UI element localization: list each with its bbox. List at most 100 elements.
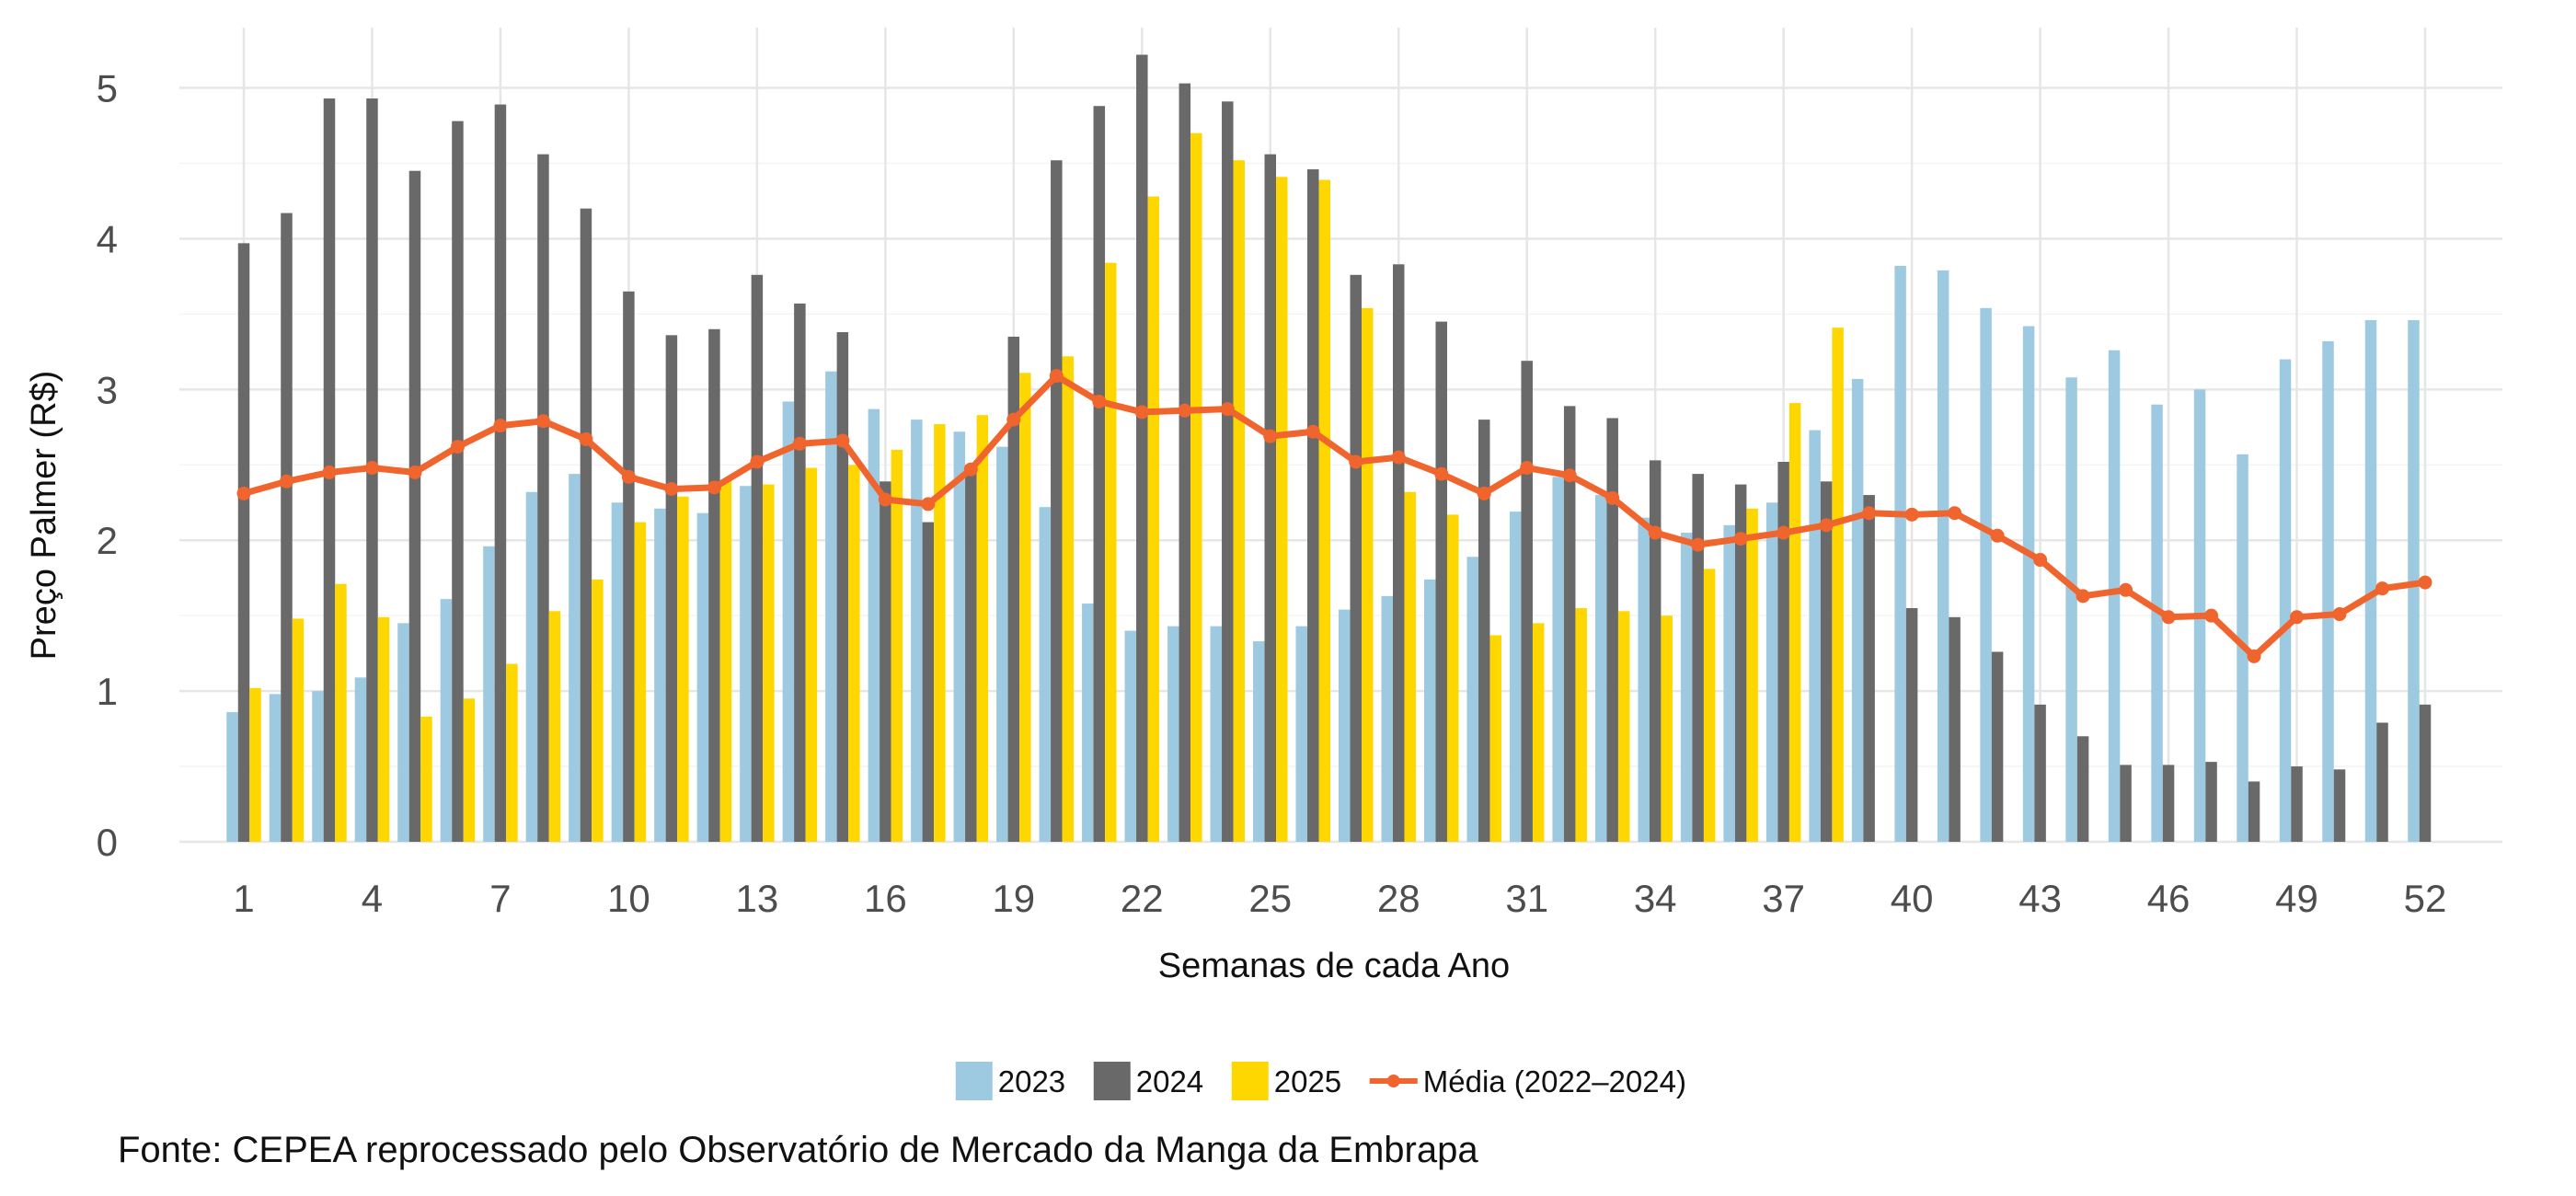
- bar-2024: [1051, 160, 1063, 842]
- x-tick-label: 1: [233, 877, 254, 920]
- bar-2025: [1446, 514, 1459, 842]
- bar-2024: [537, 154, 549, 842]
- bar-2023: [312, 691, 324, 842]
- bar-2025: [1575, 607, 1587, 842]
- bar-2024: [237, 243, 250, 843]
- bar-2023: [1509, 512, 1522, 842]
- bar-2023: [483, 546, 495, 842]
- y-tick-label: 0: [97, 821, 118, 864]
- average-point: [2332, 607, 2347, 622]
- bar-2025: [1190, 132, 1202, 842]
- bar-2024: [452, 121, 464, 843]
- legend-item-Média (2022–2024): Média (2022–2024): [1369, 1064, 1686, 1098]
- bar-2023: [825, 371, 837, 842]
- y-axis-title: Preço Palmer (R$): [25, 371, 63, 661]
- x-tick-label: 52: [2404, 877, 2447, 920]
- bar-2024: [580, 208, 592, 842]
- bar-2023: [1851, 378, 1864, 842]
- bar-2025: [420, 716, 432, 842]
- bar-2023: [226, 712, 238, 842]
- y-axis-ticks: 0 1 2 3 4 5: [97, 67, 118, 864]
- bar-2023: [953, 431, 966, 842]
- bar-2023: [740, 486, 752, 842]
- legend-label: Média (2022–2024): [1423, 1064, 1686, 1098]
- average-point: [1263, 429, 1278, 443]
- average-point: [2204, 608, 2219, 623]
- bars: [226, 54, 2432, 843]
- bar-2024: [1478, 420, 1490, 842]
- bar-2023: [269, 694, 282, 842]
- bar-2025: [548, 611, 561, 842]
- bar-2024: [1820, 481, 1833, 842]
- bar-2025: [1661, 615, 1673, 842]
- bar-2024: [1222, 101, 1234, 843]
- bar-2023: [1937, 270, 1949, 843]
- bar-2023: [2322, 340, 2334, 842]
- bar-2023: [1381, 595, 1393, 842]
- bar-2025: [335, 583, 347, 842]
- bar-2024: [922, 522, 935, 842]
- bar-2024: [1863, 495, 1875, 842]
- bar-2024: [1179, 83, 1191, 842]
- bar-2025: [292, 618, 305, 842]
- x-tick-label: 46: [2147, 877, 2191, 920]
- x-tick-label: 10: [607, 877, 650, 920]
- bar-2025: [1746, 508, 1758, 842]
- bar-2023: [868, 408, 880, 842]
- bar-2024: [1734, 484, 1747, 842]
- bar-2025: [377, 616, 390, 842]
- bar-2023: [1210, 626, 1223, 842]
- bar-2024: [1905, 607, 1918, 842]
- average-point: [2418, 575, 2432, 590]
- bar-2024: [1563, 406, 1576, 842]
- bar-2024: [2291, 766, 2303, 842]
- average-point: [1006, 412, 1021, 427]
- bar-2023: [2108, 350, 2121, 842]
- bar-2024: [1307, 169, 1319, 843]
- bar-2025: [1147, 196, 1160, 843]
- average-point: [1862, 506, 1877, 521]
- legend-item-2023: 2023: [955, 1062, 1065, 1100]
- bar-2024: [1136, 54, 1148, 842]
- bar-2023: [1594, 495, 1607, 842]
- average-point: [1904, 507, 1919, 522]
- bar-2023: [1253, 641, 1265, 842]
- average-point: [1305, 424, 1320, 439]
- bar-2023: [611, 502, 624, 842]
- average-point: [1605, 490, 1620, 505]
- average-point: [792, 436, 807, 451]
- x-tick-label: 28: [1377, 877, 1420, 920]
- bar-2023: [1809, 430, 1821, 842]
- bar-2024: [1649, 460, 1662, 842]
- x-tick-label: 40: [1891, 877, 1934, 920]
- bar-2025: [719, 479, 732, 842]
- x-tick-label: 31: [1505, 877, 1548, 920]
- x-tick-label: 37: [1762, 877, 1805, 920]
- average-point: [364, 461, 379, 476]
- average-point: [750, 454, 765, 469]
- x-axis-title: Semanas de cada Ano: [1158, 947, 1510, 985]
- bar-2024: [494, 104, 507, 843]
- bar-2023: [2279, 359, 2292, 842]
- bar-2024: [2034, 704, 2046, 842]
- bar-2023: [1552, 477, 1564, 842]
- x-tick-label: 43: [2018, 877, 2062, 920]
- legend-item-2024: 2024: [1093, 1062, 1203, 1100]
- average-point: [2290, 610, 2305, 625]
- average-point: [1134, 405, 1149, 420]
- average-line-layer: [236, 369, 2432, 663]
- average-point: [2033, 553, 2048, 568]
- y-tick-label: 2: [97, 519, 118, 562]
- bar-2025: [249, 687, 261, 842]
- bar-2025: [848, 465, 860, 842]
- average-point: [707, 480, 721, 495]
- bar-2023: [911, 420, 923, 842]
- average-point: [2076, 589, 2090, 604]
- average-point: [2161, 610, 2176, 625]
- average-point: [322, 465, 337, 479]
- x-tick-label: 7: [489, 877, 511, 920]
- bar-2023: [2364, 319, 2377, 842]
- bar-2024: [1093, 106, 1106, 842]
- average-point: [1092, 394, 1107, 408]
